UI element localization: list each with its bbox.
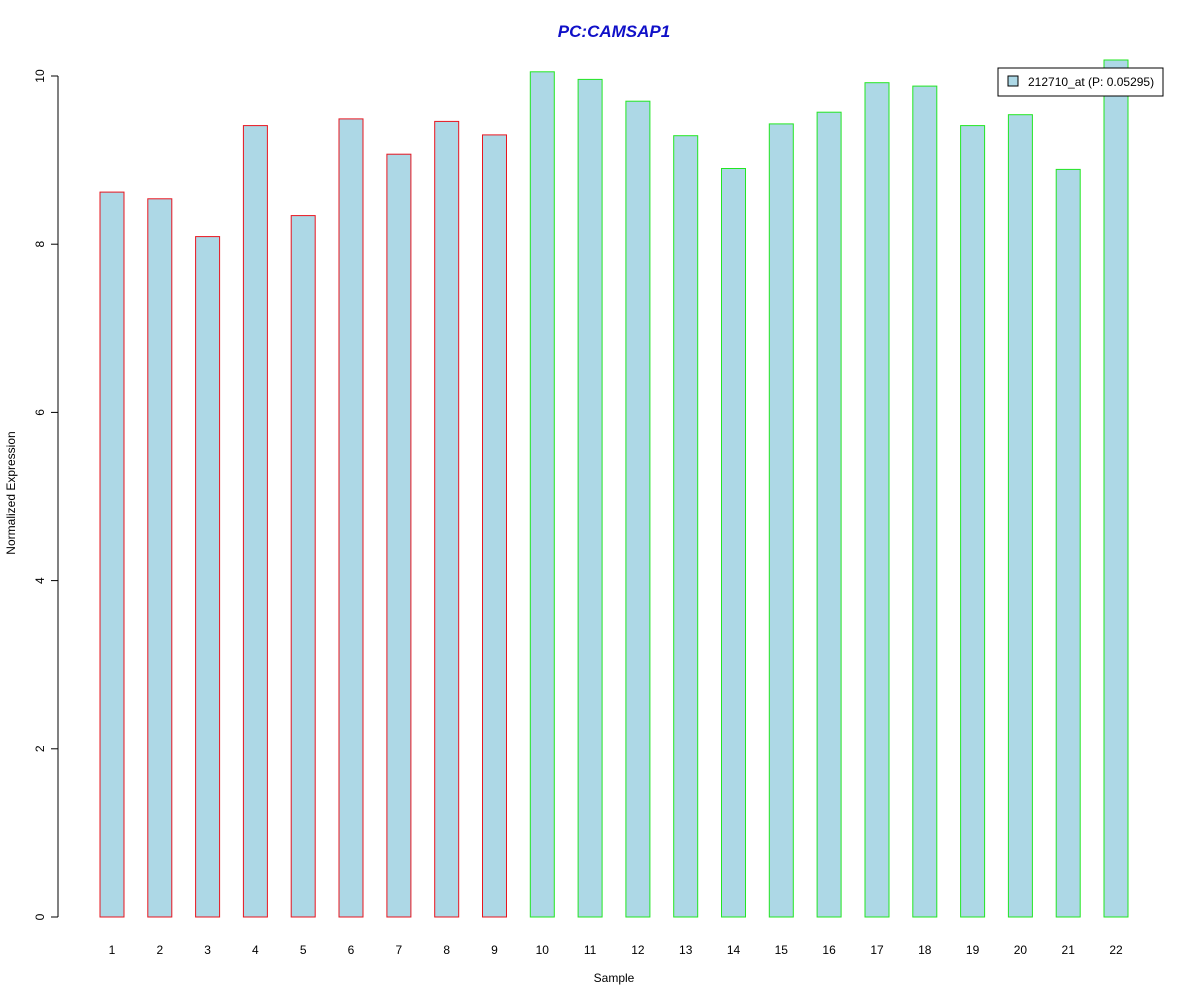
x-tick-label: 20 xyxy=(1014,943,1028,957)
x-tick-label: 6 xyxy=(348,943,355,957)
bar-sample-12 xyxy=(625,100,651,918)
bar-sample-11 xyxy=(577,78,603,918)
x-tick-label: 2 xyxy=(156,943,163,957)
bar-sample-21 xyxy=(1055,168,1081,918)
y-tick-label: 10 xyxy=(33,69,47,83)
bar-sample-8 xyxy=(434,120,460,918)
bar-sample-4 xyxy=(242,125,268,918)
bars-group xyxy=(99,59,1129,918)
bar-sample-7 xyxy=(386,153,412,918)
chart-title: PC:CAMSAP1 xyxy=(558,22,670,41)
x-tick-label: 10 xyxy=(536,943,550,957)
y-tick-label: 4 xyxy=(33,577,47,584)
x-tick-label: 17 xyxy=(870,943,884,957)
y-tick-label: 2 xyxy=(33,745,47,752)
y-tick-label: 6 xyxy=(33,409,47,416)
bar-sample-14 xyxy=(721,168,746,918)
x-tick-label: 16 xyxy=(822,943,836,957)
y-tick-label: 0 xyxy=(33,913,47,920)
bar-sample-9 xyxy=(482,134,507,918)
y-tick-label: 8 xyxy=(33,241,47,248)
legend: 212710_at (P: 0.05295) xyxy=(997,67,1164,97)
legend-label: 212710_at (P: 0.05295) xyxy=(1028,75,1154,89)
x-tick-label: 1 xyxy=(109,943,116,957)
bar-sample-16 xyxy=(816,111,842,918)
y-axis-title: Normalized Expression xyxy=(4,431,18,554)
bar-sample-15 xyxy=(768,123,794,918)
bar-sample-17 xyxy=(864,82,890,918)
bar-sample-2 xyxy=(147,198,173,918)
legend-swatch xyxy=(1007,75,1019,87)
x-tick-label: 13 xyxy=(679,943,693,957)
x-tick-label: 19 xyxy=(966,943,980,957)
x-tick-label: 12 xyxy=(631,943,645,957)
x-tick-label: 21 xyxy=(1062,943,1076,957)
legend-box xyxy=(997,67,1164,97)
x-tick-label: 3 xyxy=(204,943,211,957)
x-tick-labels: 1 2 3 4 5 6 7 8 9 10 11 12 13 14 15 16 17 18 19 20 21 22 xyxy=(109,943,1123,957)
x-tick-label: 8 xyxy=(443,943,450,957)
x-tick-label: 22 xyxy=(1109,943,1123,957)
x-tick-label: 14 xyxy=(727,943,741,957)
bar-sample-13 xyxy=(673,135,699,918)
x-tick-label: 11 xyxy=(584,943,597,957)
x-tick-label: 4 xyxy=(252,943,259,957)
bar-sample-5 xyxy=(290,215,316,918)
y-axis: 0 2 4 6 8 10 xyxy=(33,69,59,920)
x-axis-title: Sample xyxy=(594,971,635,985)
bar-sample-18 xyxy=(912,85,938,918)
x-tick-label: 9 xyxy=(491,943,498,957)
bar-sample-22 xyxy=(1103,59,1129,918)
x-tick-label: 5 xyxy=(300,943,307,957)
bar-sample-3 xyxy=(195,236,221,918)
bar-sample-6 xyxy=(338,118,364,918)
bar-sample-1 xyxy=(99,191,125,918)
bar-sample-10 xyxy=(529,71,555,918)
x-tick-label: 18 xyxy=(918,943,932,957)
bar-sample-20 xyxy=(1007,114,1033,918)
bar-sample-19 xyxy=(960,125,986,918)
x-tick-label: 15 xyxy=(775,943,789,957)
x-tick-label: 7 xyxy=(396,943,403,957)
